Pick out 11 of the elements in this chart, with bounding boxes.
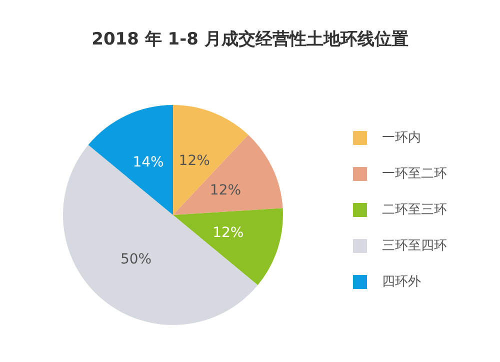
data-label: 12% bbox=[210, 182, 242, 198]
legend-label: 一环内 bbox=[382, 130, 421, 146]
data-label: 12% bbox=[212, 224, 244, 241]
data-label: 12% bbox=[178, 153, 210, 170]
legend-label: 一环至二环 bbox=[382, 166, 447, 182]
chart-title: 2018 年 1-8 月成交经营性土地环线位置 bbox=[92, 30, 408, 50]
data-label: 50% bbox=[120, 252, 152, 268]
legend-label: 四环外 bbox=[382, 274, 421, 290]
legend-label: 三环至四环 bbox=[382, 238, 447, 254]
legend-label: 二环至三环 bbox=[382, 202, 447, 218]
data-label: 14% bbox=[132, 154, 164, 171]
